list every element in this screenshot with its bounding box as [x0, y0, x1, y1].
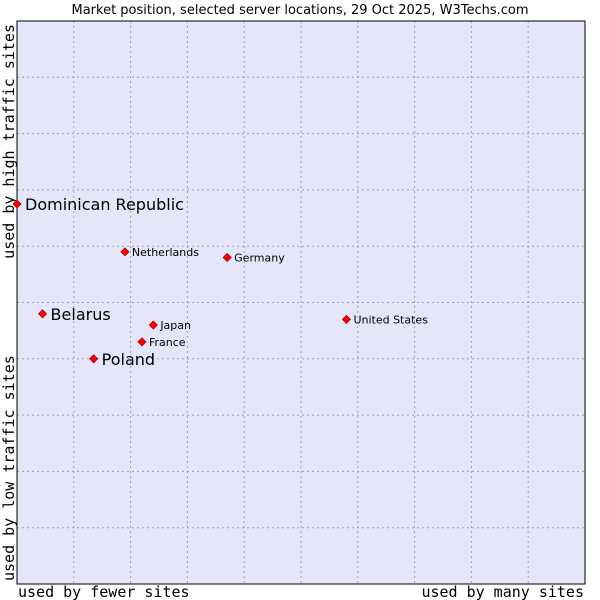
point-france: France: [137, 336, 186, 349]
point-label: Dominican Republic: [25, 195, 184, 214]
point-netherlands: Netherlands: [120, 246, 199, 259]
point-marker: [120, 247, 130, 257]
point-label: Belarus: [51, 305, 111, 324]
point-germany: Germany: [222, 251, 285, 264]
point-dominican-republic: Dominican Republic: [12, 195, 184, 214]
point-united-states: United States: [341, 313, 428, 326]
point-label: Poland: [102, 350, 155, 369]
x-axis-low-label: used by fewer sites: [18, 583, 190, 600]
point-label: Netherlands: [132, 246, 199, 259]
point-marker: [222, 252, 232, 263]
point-marker: [12, 199, 22, 209]
point-japan: Japan: [148, 319, 191, 332]
point-poland: Poland: [89, 350, 155, 369]
y-axis-high-label: used by high traffic sites: [0, 24, 18, 259]
point-marker: [37, 309, 48, 319]
point-belarus: Belarus: [37, 305, 111, 324]
y-axis-low-label: used by low traffic sites: [0, 355, 18, 581]
point-label: United States: [353, 313, 428, 326]
grid-lines: [17, 21, 585, 584]
chart-title: Market position, selected server locatio…: [71, 3, 528, 18]
point-marker: [89, 354, 99, 364]
point-marker: [137, 337, 147, 347]
point-label: France: [149, 336, 186, 349]
plot-border: [16, 20, 586, 585]
point-marker: [341, 314, 352, 324]
data-points: Dominican Republic Netherlands Germany Bela…: [12, 195, 428, 369]
x-axis-high-label: used by many sites: [421, 583, 584, 600]
point-marker: [148, 320, 158, 330]
point-label: Germany: [234, 251, 285, 264]
point-label: Japan: [159, 319, 191, 332]
